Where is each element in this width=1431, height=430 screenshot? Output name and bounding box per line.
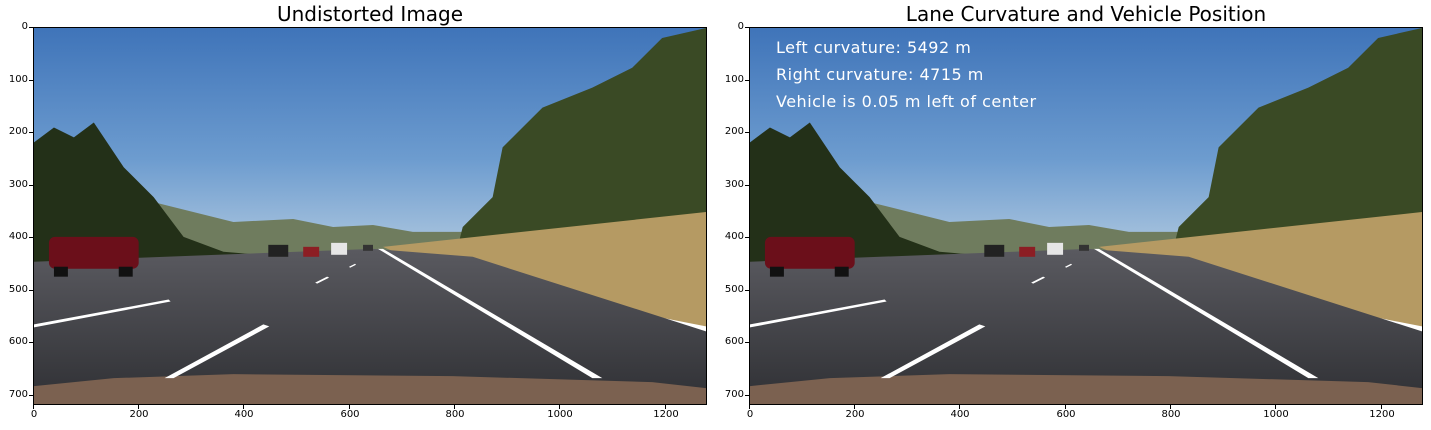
road-scene	[34, 28, 706, 404]
undistorted-image-panel: Undistorted Image	[0, 0, 715, 430]
y-tick-label: 600	[716, 337, 749, 347]
panel-title: Lane Curvature and Vehicle Position	[905, 2, 1267, 26]
y-tick-label: 400	[716, 232, 749, 242]
x-tick-label: 200	[835, 405, 875, 420]
y-tick-label: 700	[716, 390, 749, 400]
y-tick-label: 300	[716, 180, 749, 190]
y-tick-label: 100	[0, 75, 33, 85]
y-tick-label: 200	[0, 127, 33, 137]
y-tick-label: 600	[0, 337, 33, 347]
x-tick-label: 600	[330, 405, 370, 420]
x-tick-label: 1200	[1362, 405, 1402, 420]
x-tick-label: 600	[1046, 405, 1086, 420]
y-tick-label: 0	[716, 22, 749, 32]
lane-curvature-panel: Lane Curvature and Vehicle Position	[715, 0, 1431, 430]
right-curvature-text: Right curvature: 4715 m	[776, 65, 984, 84]
x-tick-label: 1000	[540, 405, 580, 420]
y-tick-label: 500	[716, 285, 749, 295]
y-tick-label: 400	[0, 232, 33, 242]
x-tick-label: 1000	[1256, 405, 1296, 420]
y-tick-label: 500	[0, 285, 33, 295]
x-tick-label: 0	[14, 405, 54, 420]
road-scene	[750, 28, 1422, 404]
x-tick-label: 400	[224, 405, 264, 420]
y-tick-label: 200	[716, 127, 749, 137]
x-tick-label: 400	[940, 405, 980, 420]
y-tick-label: 700	[0, 390, 33, 400]
x-tick-label: 800	[435, 405, 475, 420]
x-tick-label: 200	[119, 405, 159, 420]
panel-title: Undistorted Image	[276, 2, 464, 26]
y-tick-label: 100	[716, 75, 749, 85]
x-tick-label: 800	[1151, 405, 1191, 420]
x-tick-label: 0	[730, 405, 770, 420]
y-tick-label: 300	[0, 180, 33, 190]
left-curvature-text: Left curvature: 5492 m	[776, 38, 972, 57]
road-photo	[33, 27, 707, 405]
y-tick-label: 0	[0, 22, 33, 32]
x-tick-label: 1200	[646, 405, 686, 420]
road-photo-annotated: Left curvature: 5492 m Right curvature: …	[749, 27, 1423, 405]
vehicle-position-text: Vehicle is 0.05 m left of center	[776, 92, 1037, 111]
